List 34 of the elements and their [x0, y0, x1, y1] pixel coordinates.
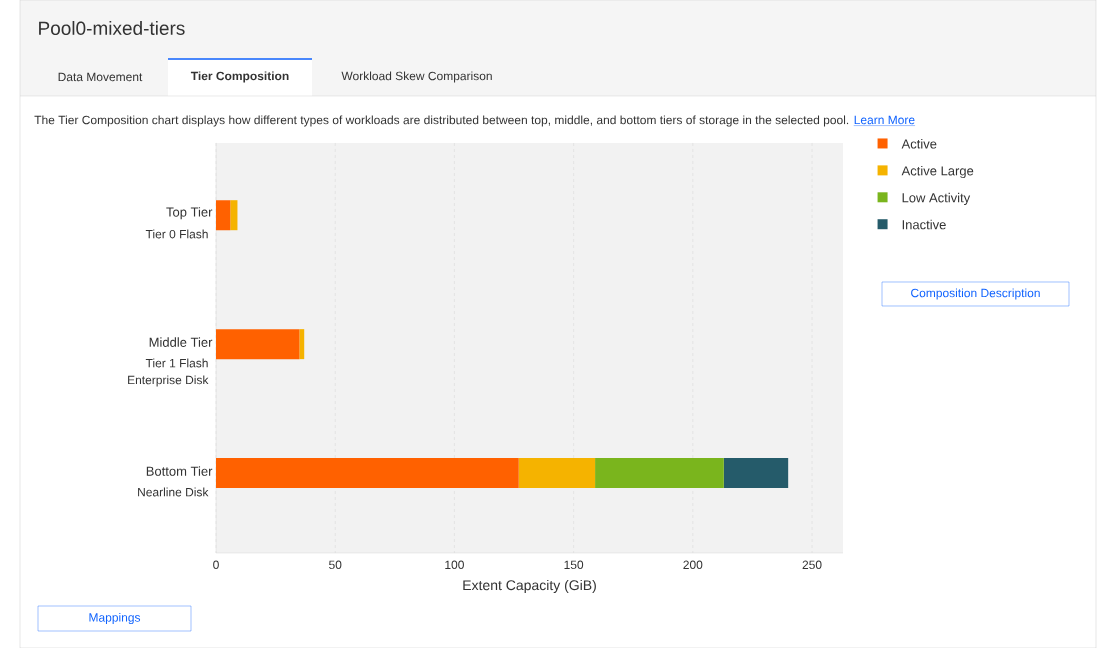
legend-label: Active: [901, 138, 937, 149]
legend-label: Low Activity: [902, 192, 971, 205]
x-tick-label: 250: [802, 560, 822, 570]
text: Data Movement: [58, 72, 143, 82]
y-tick-label: Bottom Tier: [146, 466, 213, 476]
bar: [518, 458, 596, 489]
text: Mappings: [89, 612, 141, 625]
x-tick-label: 200: [683, 560, 703, 570]
bar: [723, 458, 789, 489]
bar: [216, 329, 300, 360]
text: Tier 1 Flash: [145, 358, 208, 368]
bar: [216, 200, 231, 231]
y-tick-label: Middle Tier: [149, 337, 213, 347]
chart-title: Pool0-mixed-tiers: [39, 21, 185, 35]
bar: [216, 458, 519, 489]
x-tick-label: 100: [445, 560, 464, 570]
chart-subtitle: The Tier Composition chart displays how different types of workloads are distributed between top, middle, and bottom tiers of storage in the selected pool.: [34, 115, 849, 127]
legend-label: Inactive: [902, 219, 946, 230]
x-tick-label: 50: [329, 560, 342, 570]
text: Workload Skew Comparison: [341, 71, 492, 83]
text: Learn More: [854, 115, 915, 125]
text: Nearline Disk: [138, 487, 209, 497]
x-axis-title: Extent Capacity (GiB): [463, 579, 596, 593]
text: Tier Composition: [190, 71, 289, 83]
bar: [595, 458, 724, 489]
bar: [299, 329, 305, 360]
text: Composition Description: [911, 288, 1040, 300]
text: Enterprise Disk: [128, 375, 209, 387]
x-tick-label: 150: [564, 560, 584, 570]
legend-label: Active Large: [901, 165, 974, 179]
y-tick-label: Top Tier: [166, 207, 213, 220]
bar: [230, 200, 238, 231]
text: Tier 0 Flash: [145, 229, 208, 239]
x-tick-label: 0: [213, 560, 219, 570]
